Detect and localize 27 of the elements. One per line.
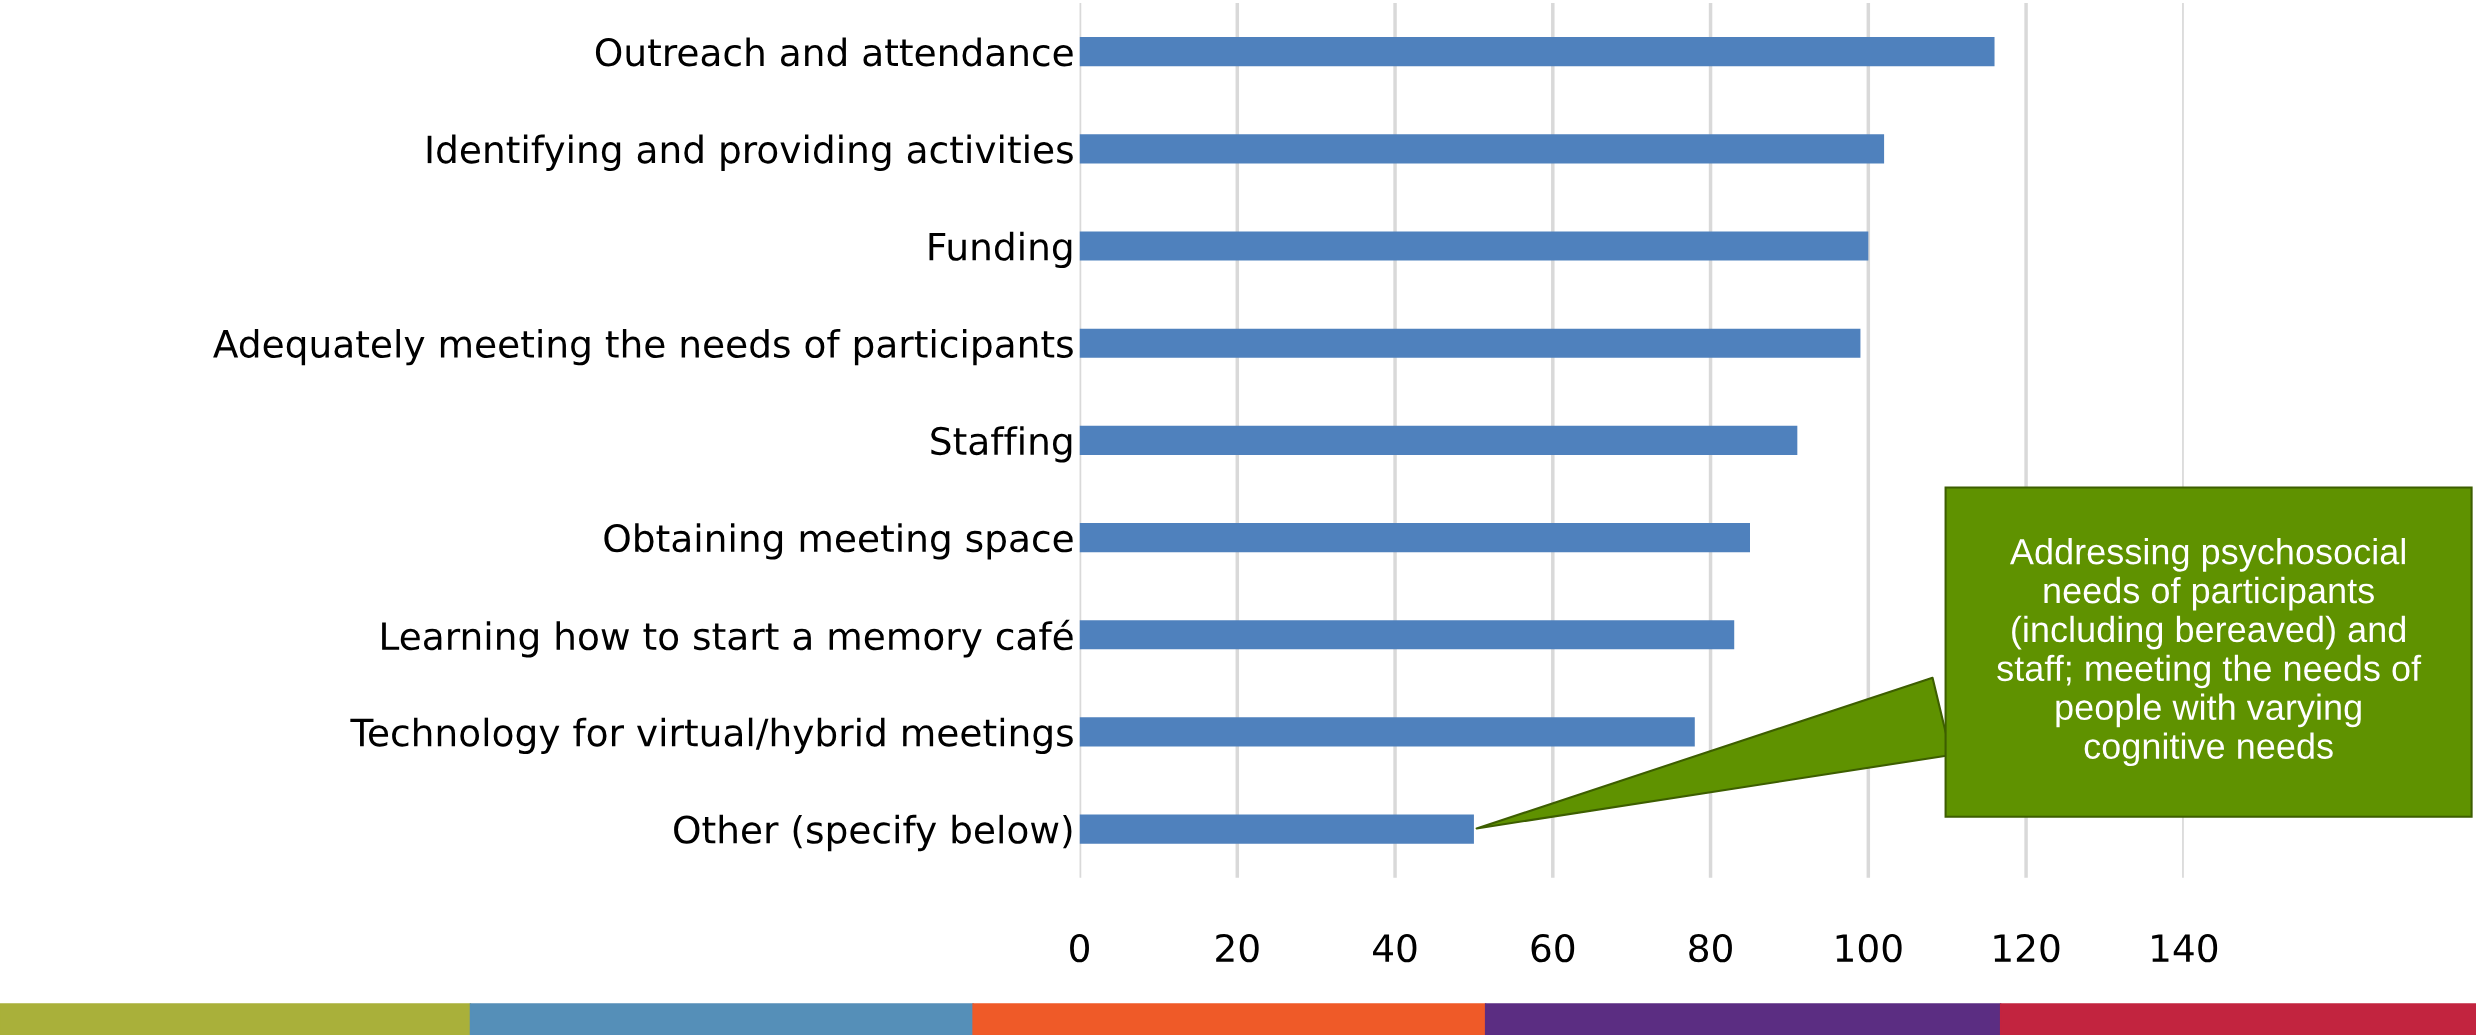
x-tick-label: 100 — [1836, 933, 1902, 963]
bar — [1079, 231, 1869, 261]
bar — [1079, 620, 1735, 650]
bar — [1079, 717, 1695, 747]
bar — [1079, 425, 1798, 455]
bar — [1079, 522, 1750, 553]
y-tick-label: Technology for virtual/hybrid meetings — [350, 717, 1073, 754]
x-tick-label: 40 — [1373, 933, 1417, 963]
x-tick-label: 0 — [1070, 933, 1089, 963]
y-tick-label: Outreach and attendance — [595, 37, 1073, 67]
y-tick-label: Adequately meeting the needs of participants — [213, 328, 1073, 366]
x-tick-label: 20 — [1216, 933, 1259, 963]
x-tick-label: 80 — [1689, 933, 1732, 963]
y-tick-label: Funding — [929, 231, 1072, 269]
bar — [1079, 37, 1995, 67]
x-tick-label: 140 — [2152, 933, 2218, 963]
x-tick-label: 120 — [1994, 933, 2060, 963]
y-tick-label: Identifying and providing activities — [427, 134, 1073, 171]
bar — [1079, 328, 1861, 358]
y-tick-label: Other (specify below) — [674, 814, 1072, 852]
annotation: Addressing psychosocial needs of participants (including bereaved) and staff; meeting the needs of people with varying cognitive needs — [1997, 537, 2422, 767]
y-tick-label: Obtaining meeting space — [604, 523, 1073, 560]
y-tick-label: Staffing — [931, 426, 1072, 463]
y-tick-label: Learning how to start a memory café — [382, 619, 1073, 658]
bar — [1079, 814, 1474, 844]
bar — [1079, 134, 1885, 164]
x-tick-label: 60 — [1531, 933, 1575, 963]
